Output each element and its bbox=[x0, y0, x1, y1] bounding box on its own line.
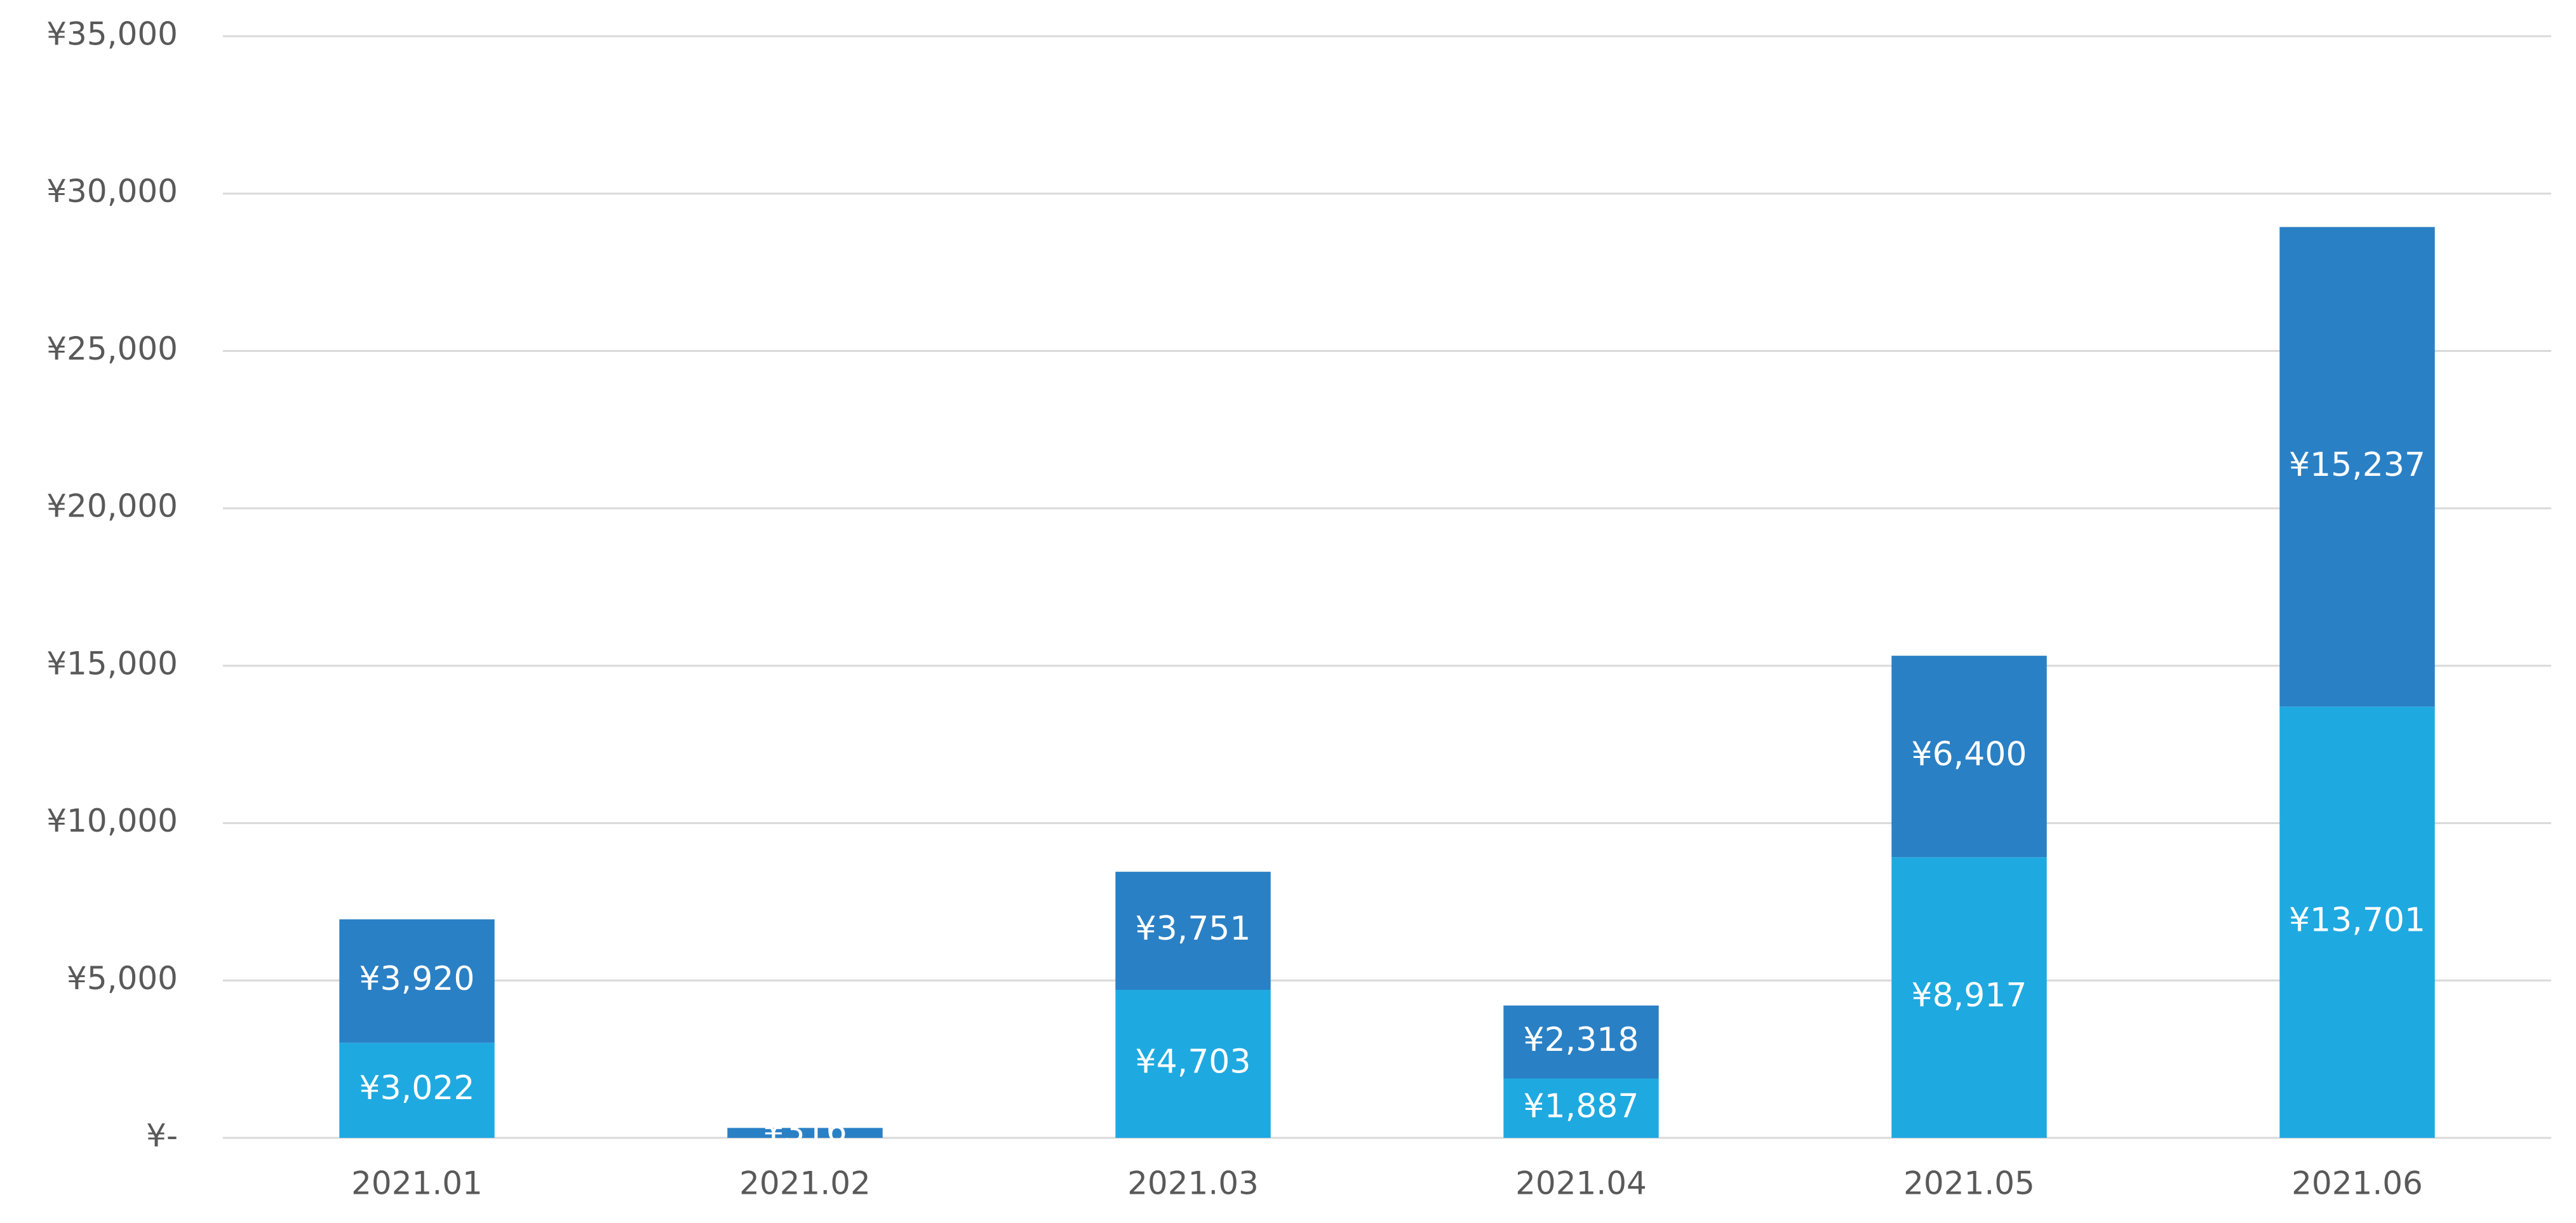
x-tick-label: 2021.05 bbox=[1903, 1165, 2035, 1202]
y-tick-label: ¥25,000 bbox=[46, 330, 178, 367]
value-label: ¥15,237 bbox=[2289, 446, 2425, 484]
bar-segment bbox=[2279, 227, 2435, 707]
bar-segment bbox=[1503, 1078, 1659, 1138]
y-tick-label: ¥15,000 bbox=[46, 645, 178, 682]
bar-segment bbox=[2279, 706, 2435, 1138]
x-tick-label: 2021.04 bbox=[1515, 1165, 1647, 1202]
value-label: ¥6,400 bbox=[1912, 736, 2027, 774]
value-label: ¥13,701 bbox=[2289, 902, 2425, 940]
bar-segment bbox=[1115, 872, 1271, 990]
value-label: ¥4,703 bbox=[1136, 1043, 1251, 1081]
bar-segment bbox=[1891, 656, 2047, 858]
y-tick-label: ¥30,000 bbox=[46, 173, 178, 210]
y-tick-label: ¥35,000 bbox=[46, 16, 178, 53]
value-label: ¥3,751 bbox=[1136, 910, 1251, 948]
y-tick-label: ¥- bbox=[146, 1118, 178, 1154]
value-label: ¥1,887 bbox=[1524, 1087, 1639, 1125]
value-label: ¥2,318 bbox=[1524, 1021, 1639, 1059]
bar-segment bbox=[339, 919, 495, 1043]
value-label: ¥8,917 bbox=[1912, 976, 2027, 1015]
x-tick-label: 2021.02 bbox=[739, 1165, 871, 1202]
bar-segment bbox=[1503, 1005, 1659, 1079]
y-tick-label: ¥10,000 bbox=[46, 802, 178, 839]
value-label: ¥3,920 bbox=[359, 960, 475, 998]
value-label: ¥316 bbox=[763, 1112, 847, 1150]
x-tick-label: 2021.03 bbox=[1127, 1165, 1259, 1202]
bar-segment bbox=[1891, 857, 2047, 1138]
bar-segment bbox=[727, 1128, 883, 1138]
bar-segment bbox=[339, 1043, 495, 1138]
x-tick-label: 2021.01 bbox=[351, 1165, 483, 1202]
value-label: ¥3,022 bbox=[359, 1069, 475, 1107]
y-tick-label: ¥5,000 bbox=[67, 960, 178, 997]
x-tick-label: 2021.06 bbox=[2291, 1165, 2423, 1202]
y-tick-label: ¥20,000 bbox=[46, 488, 178, 525]
bar-segment bbox=[1115, 990, 1271, 1138]
